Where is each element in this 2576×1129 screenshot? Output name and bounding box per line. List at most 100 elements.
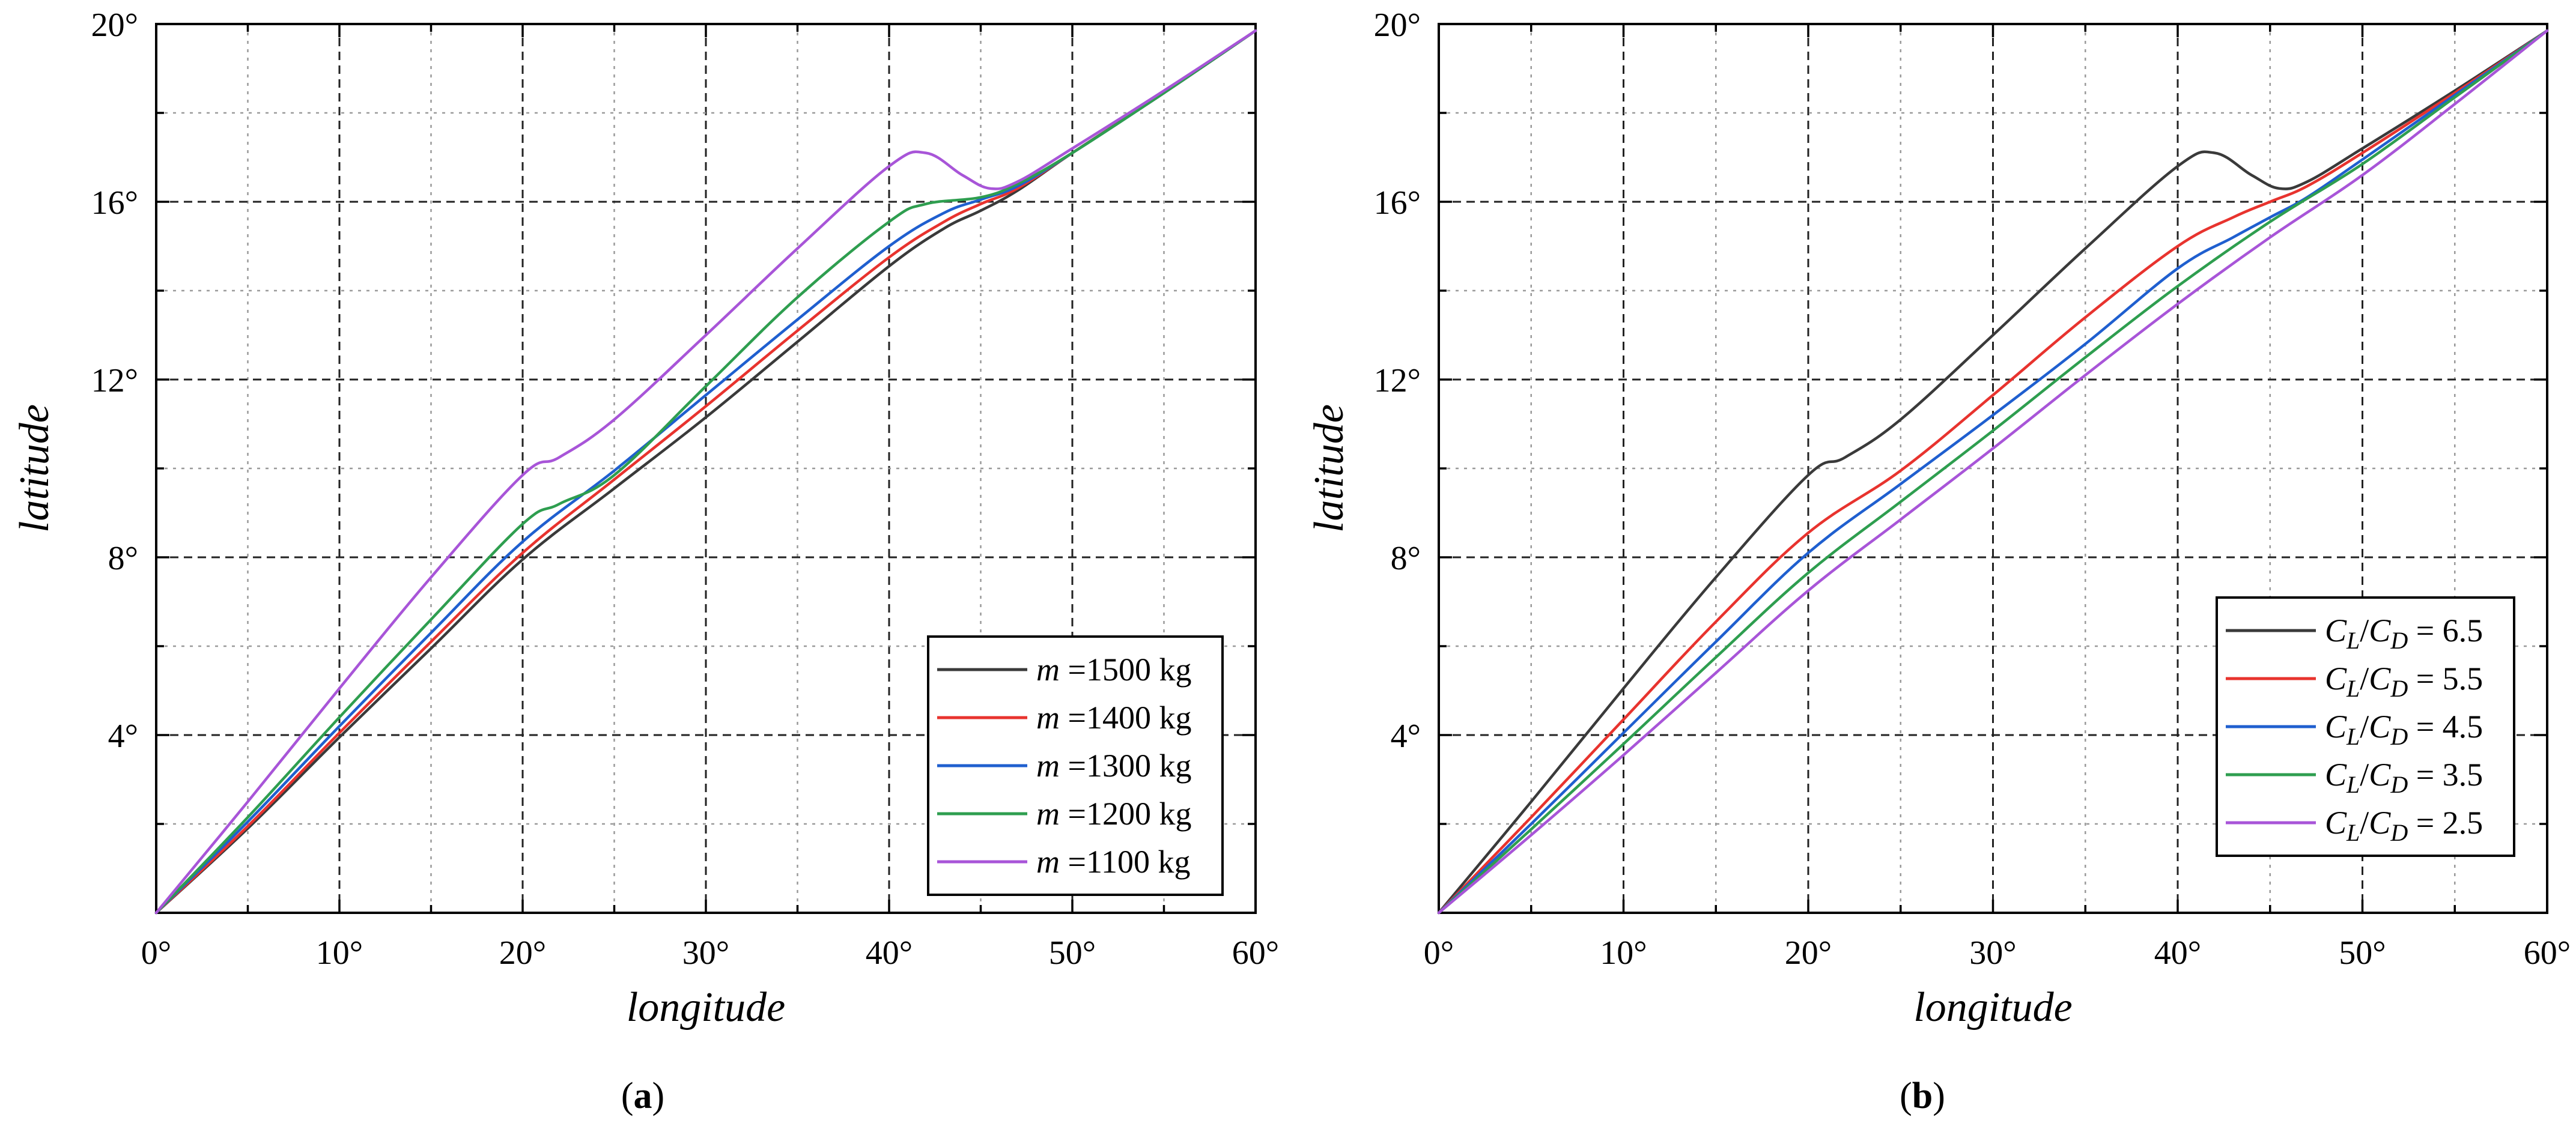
y-tick-label: 20° xyxy=(1374,7,1421,44)
legend-entry-4: m =1100 kg xyxy=(1036,844,1190,880)
y-tick-label: 4° xyxy=(108,718,138,755)
series-line-4 xyxy=(154,29,1257,915)
y-tick-label: 12° xyxy=(1374,362,1421,399)
x-tick-label: 10° xyxy=(1600,934,1647,972)
series-lines xyxy=(154,29,1257,915)
legend-entry-0: CL/CD = 6.5 xyxy=(2325,613,2483,654)
series-line-0 xyxy=(1437,29,2549,915)
legend-ratio: = 6.5 xyxy=(2408,613,2483,649)
panel-label-close: ) xyxy=(1933,1076,1945,1116)
y-axis-title: latitude xyxy=(1306,404,1352,533)
legend-sub-d: D xyxy=(2390,723,2408,750)
panel-label-close: ) xyxy=(652,1076,665,1116)
legend-entry-2: CL/CD = 4.5 xyxy=(2325,709,2483,750)
legend-c1: C xyxy=(2325,709,2347,745)
legend-var: m xyxy=(1036,700,1060,736)
legend-value: =1200 kg xyxy=(1060,796,1191,832)
chart-panel-b: 0° 10° 20° 30° 40° 50° 60° 4° 8° 12° 16° 20° longitu… xyxy=(1306,7,2571,1116)
legend-c2: C xyxy=(2369,805,2391,841)
legend-sub-l: L xyxy=(2346,771,2360,798)
legend-sub-l: L xyxy=(2346,675,2360,702)
legend-c2: C xyxy=(2369,661,2391,697)
x-tick-label: 60° xyxy=(1232,934,1279,972)
legend-entry-4: CL/CD = 2.5 xyxy=(2325,805,2483,846)
panel-label: (a) xyxy=(621,1076,664,1116)
legend-slash: / xyxy=(2360,613,2369,649)
legend-sub-d: D xyxy=(2390,627,2408,654)
legend-entry-1: m =1400 kg xyxy=(1036,700,1191,736)
x-tick-label: 30° xyxy=(1969,934,2016,972)
legend-value: =1400 kg xyxy=(1060,700,1191,736)
series-line-3 xyxy=(154,29,1257,915)
panel-label-open: ( xyxy=(621,1076,634,1116)
y-tick-label: 4° xyxy=(1391,718,1421,755)
series-line-2 xyxy=(1437,29,2549,915)
legend-sub-l: L xyxy=(2346,627,2360,654)
x-tick-label: 0° xyxy=(141,934,171,972)
legend-ratio: = 2.5 xyxy=(2408,805,2483,841)
y-axis-title: latitude xyxy=(11,404,58,533)
legend-c2: C xyxy=(2369,613,2391,649)
x-tick-label: 10° xyxy=(316,934,363,972)
chart-panel-a: 0° 10° 20° 30° 40° 50° 60° 4° 8° 12° 16° 20° longitu… xyxy=(11,7,1279,1116)
legend-value: =1300 kg xyxy=(1060,748,1191,784)
legend-entry-2: m =1300 kg xyxy=(1036,748,1191,784)
y-tick-label: 8° xyxy=(108,540,138,577)
legend-slash: / xyxy=(2360,661,2369,697)
legend: CL/CD = 6.5CL/CD = 5.5CL/CD = 4.5CL/CD =… xyxy=(2216,596,2515,857)
x-tick-label: 0° xyxy=(1424,934,1454,972)
legend-sub-d: D xyxy=(2390,819,2408,846)
legend-slash: / xyxy=(2360,757,2369,793)
legend-slash: / xyxy=(2360,709,2369,745)
legend-entry-3: CL/CD = 3.5 xyxy=(2325,757,2483,798)
x-tick-label: 50° xyxy=(1049,934,1096,972)
legend-value: =1100 kg xyxy=(1060,844,1190,880)
x-tick-label: 30° xyxy=(682,934,729,972)
x-tick-label: 40° xyxy=(866,934,913,972)
ticks xyxy=(155,23,1257,914)
legend-c2: C xyxy=(2369,757,2391,793)
legend-entry-1: CL/CD = 5.5 xyxy=(2325,661,2483,702)
legend-sub-l: L xyxy=(2346,723,2360,750)
series-lines xyxy=(1437,29,2549,915)
legend-var: m xyxy=(1036,748,1060,784)
series-line-4 xyxy=(1437,29,2549,915)
y-tick-label: 16° xyxy=(91,184,138,222)
legend-sub-l: L xyxy=(2346,819,2360,846)
x-axis-title: longitude xyxy=(627,984,785,1031)
legend-var: m xyxy=(1036,796,1060,832)
legend-c2: C xyxy=(2369,709,2391,745)
y-tick-label: 20° xyxy=(91,7,138,44)
legend-ratio: = 5.5 xyxy=(2408,661,2483,697)
legend-var: m xyxy=(1036,652,1060,688)
x-axis-title: longitude xyxy=(1913,984,2072,1031)
legend-ratio: = 3.5 xyxy=(2408,757,2483,793)
legend-sub-d: D xyxy=(2390,771,2408,798)
panel-label: (b) xyxy=(1900,1076,1945,1116)
panel-letter: a xyxy=(634,1076,652,1116)
y-tick-label: 16° xyxy=(1374,184,1421,222)
legend-entry-3: m =1200 kg xyxy=(1036,796,1191,832)
x-tick-label: 20° xyxy=(1785,934,1832,972)
legend-ratio: = 4.5 xyxy=(2408,709,2483,745)
ticks xyxy=(1438,23,2548,914)
x-tick-label: 50° xyxy=(2339,934,2386,972)
legend-value: =1500 kg xyxy=(1060,652,1191,688)
legend-c1: C xyxy=(2325,805,2347,841)
x-tick-label: 20° xyxy=(499,934,546,972)
series-line-3 xyxy=(1437,29,2549,915)
legend-var: m xyxy=(1036,844,1060,880)
legend-entry-0: m =1500 kg xyxy=(1036,652,1191,688)
panel-letter: b xyxy=(1912,1076,1933,1116)
legend-c1: C xyxy=(2325,613,2347,649)
x-tick-label: 60° xyxy=(2524,934,2571,972)
legend: m =1500 kgm =1400 kgm =1300 kgm =1200 kg… xyxy=(927,635,1224,896)
panel-label-open: ( xyxy=(1900,1076,1912,1116)
y-tick-label: 12° xyxy=(91,362,138,399)
legend-sub-d: D xyxy=(2390,675,2408,702)
y-tick-label: 8° xyxy=(1391,540,1421,577)
legend-c1: C xyxy=(2325,757,2347,793)
legend-slash: / xyxy=(2360,805,2369,841)
series-line-1 xyxy=(1437,29,2549,915)
